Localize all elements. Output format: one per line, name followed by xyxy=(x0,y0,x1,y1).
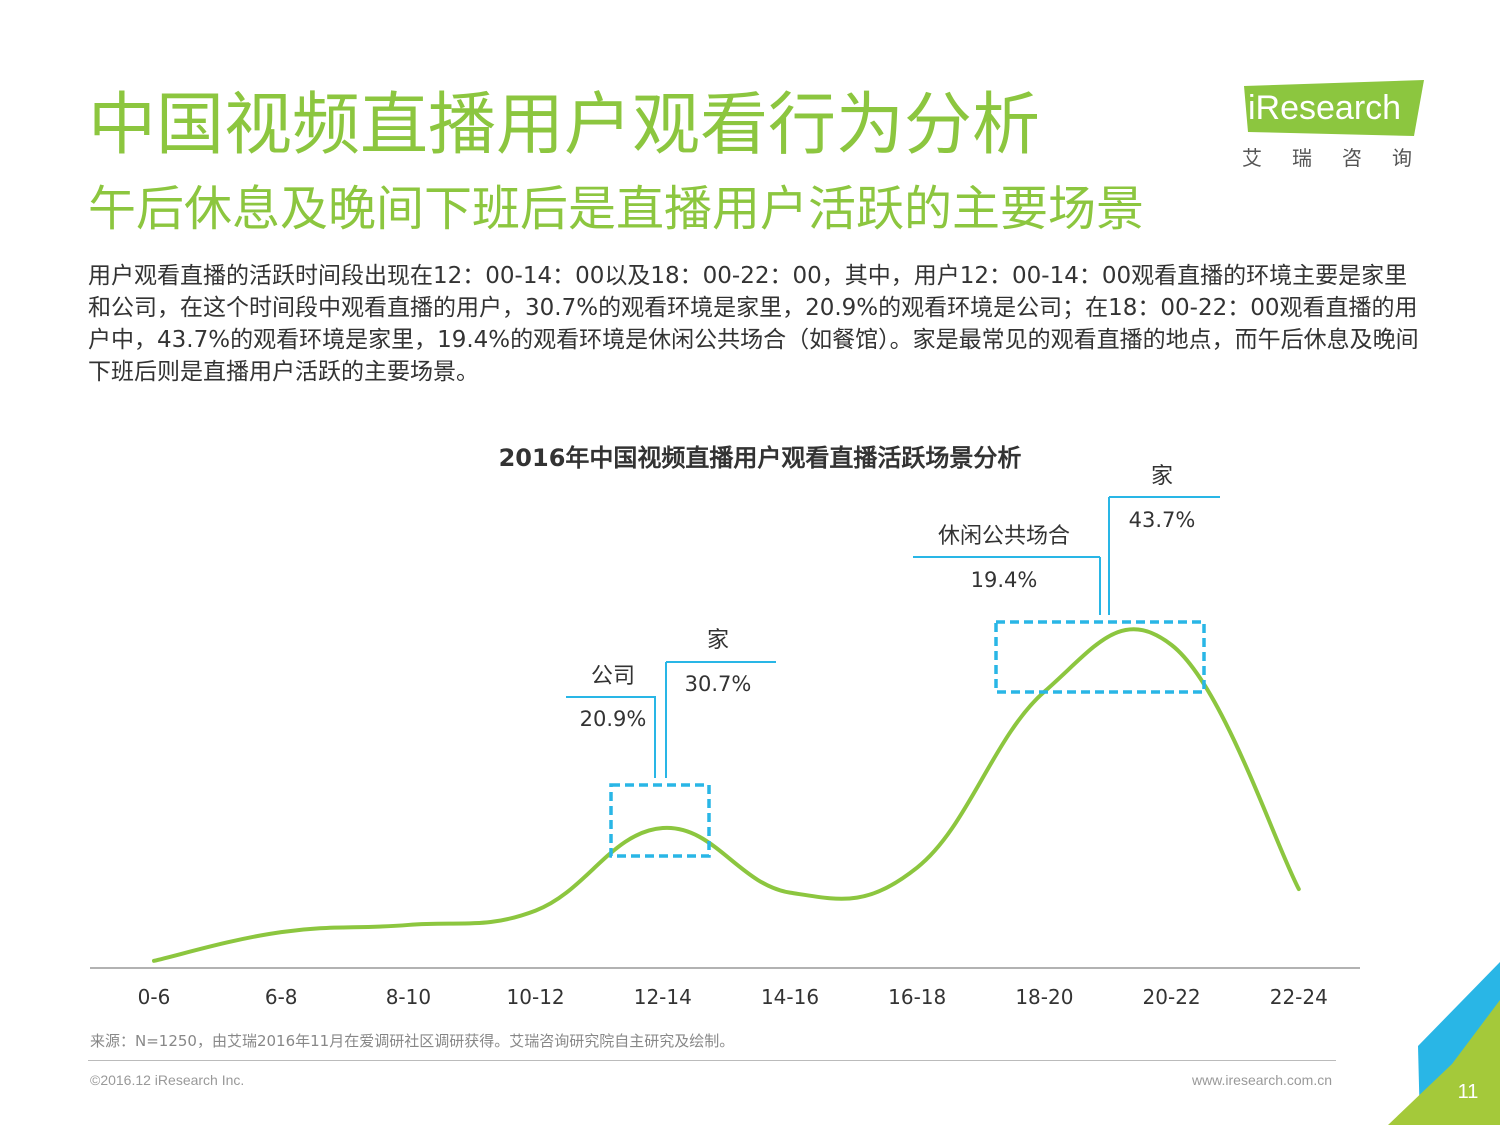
page-subtitle: 午后休息及晚间下班后是直播用户活跃的主要场景 xyxy=(88,181,1145,237)
highlight-box-18-22 xyxy=(994,620,1206,694)
callout-home-1-value: 30.7% xyxy=(685,672,752,696)
description-text: 用户观看直播的活跃时间段出现在12：00-14：00以及18：00-22：00，… xyxy=(88,263,1419,385)
x-tick-label: 10-12 xyxy=(507,985,565,1009)
x-tick-label: 16-18 xyxy=(888,985,946,1009)
footer-divider xyxy=(88,1060,1336,1061)
x-tick-label: 18-20 xyxy=(1015,985,1073,1009)
x-tick-label: 8-10 xyxy=(386,985,431,1009)
logo-brand-text: iResearch xyxy=(1248,89,1402,127)
callout-company-value: 20.9% xyxy=(580,707,647,731)
logo-cn-text: 艾瑞咨询 xyxy=(1242,146,1442,170)
page-title: 中国视频直播用户观看行为分析 xyxy=(88,86,1041,165)
chart-title: 2016年中国视频直播用户观看直播活跃场景分析 xyxy=(498,444,1022,472)
page-number: 11 xyxy=(1457,1081,1479,1103)
iresearch-logo: iResearch 艾瑞咨询 xyxy=(1236,76,1436,176)
callout-home-2-value: 43.7% xyxy=(1129,508,1196,532)
callout-leisure-value: 19.4% xyxy=(971,568,1038,592)
series-line xyxy=(152,627,1301,963)
logo-badge xyxy=(1244,80,1424,136)
callout-leisure-label: 休闲公共场合 xyxy=(938,524,1070,549)
x-tick-label: 6-8 xyxy=(265,985,298,1009)
x-tick-label: 20-22 xyxy=(1143,985,1201,1009)
corner-green-shape xyxy=(1388,1000,1500,1125)
highlight-box-12-14 xyxy=(609,783,711,858)
x-tick-label: 0-6 xyxy=(138,985,171,1009)
website-link[interactable]: www.iresearch.com.cn xyxy=(1191,1072,1332,1088)
callout-company-label: 公司 xyxy=(591,664,635,689)
callout-home-2-label: 家 xyxy=(1151,464,1173,489)
copyright-text: ©2016.12 iResearch Inc. xyxy=(90,1072,245,1088)
callout-home-1-label: 家 xyxy=(707,628,729,653)
x-tick-label: 22-24 xyxy=(1270,985,1328,1009)
source-note: 来源：N=1250，由艾瑞2016年11月在爱调研社区调研获得。艾瑞咨询研究院自… xyxy=(90,1032,735,1050)
x-tick-label: 12-14 xyxy=(634,985,692,1009)
x-tick-label: 14-16 xyxy=(761,985,819,1009)
